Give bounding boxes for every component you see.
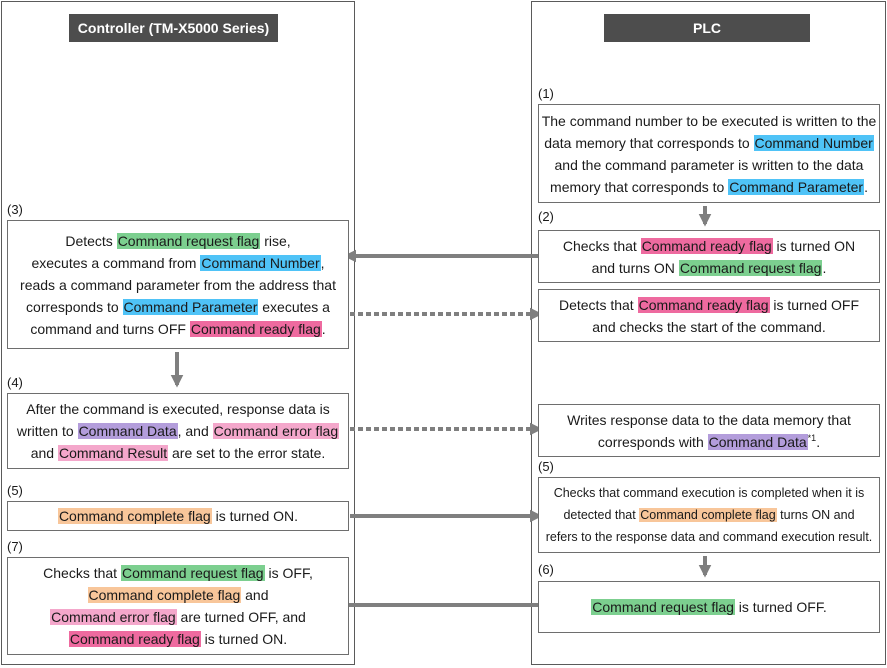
step-number: (4) [7, 375, 23, 390]
step-text: is turned ON [772, 237, 856, 254]
step-text: The command number to be executed is wri… [541, 112, 877, 129]
command-request-flag-highlight: Command request flag [120, 565, 265, 581]
command-ready-flag-highlight: Command ready flag [637, 296, 770, 313]
plc-write-response-box: Writes response data to the data memory … [538, 404, 880, 457]
command-request-flag-highlight: Command request flag [678, 259, 823, 276]
step-text: executes a command from [31, 254, 201, 271]
step-text: are set to the error state. [168, 445, 326, 461]
controller-header: Controller (TM-X5000 Series) [69, 14, 278, 42]
step-text: , and [177, 423, 213, 439]
command-parameter-highlight: Command Parameter [728, 178, 865, 195]
step-text: and [241, 587, 269, 603]
command-complete-flag-highlight: Command complete flag [87, 587, 242, 603]
step-number: (5) [7, 483, 23, 498]
step-text: are turned OFF, and [176, 609, 306, 625]
step-text: reads a command parameter from the addre… [20, 276, 336, 293]
command-request-flag-highlight: Command request flag [591, 599, 735, 615]
plc-step-2-box: Checks that Command ready flag is turned… [538, 230, 880, 283]
step-number: (1) [538, 86, 554, 101]
plc-step-6-box: Command request flag is turned OFF. [538, 581, 880, 633]
step-text: , [320, 254, 325, 271]
step-text: Checks that command execution is complet… [553, 486, 865, 500]
command-request-flag-highlight: Command request flag [116, 232, 261, 249]
step-text: written to [16, 423, 78, 439]
controller-step-5-box: Command complete flag is turned ON. [7, 501, 349, 531]
step-text: turns ON and [776, 508, 855, 522]
step-text: Detects [65, 232, 117, 249]
command-data-highlight: Command Data [77, 423, 178, 439]
controller-step-7-box: Checks that Command request flag is OFF,… [7, 557, 349, 655]
step-text: Checks that [562, 237, 641, 254]
step-text: is OFF, [264, 565, 313, 581]
step-text: command and turns OFF [30, 320, 190, 337]
plc-step-5-box: Checks that command execution is complet… [538, 477, 880, 553]
step-text: . [321, 320, 326, 337]
step-text: and turns ON [591, 259, 679, 276]
step-text: refers to the response data and command … [545, 530, 873, 544]
command-ready-flag-highlight: Command ready flag [189, 320, 322, 337]
command-ready-flag-highlight: Command ready flag [640, 237, 773, 254]
step-number: (3) [7, 202, 23, 217]
step-text: . [822, 259, 827, 276]
step-text: corresponds to [26, 298, 123, 315]
step-text: Writes response data to the data memory … [567, 411, 851, 428]
command-parameter-highlight: Command Parameter [122, 298, 259, 315]
step-text: detected that [563, 508, 640, 522]
command-error-flag-highlight: Command error flag [212, 423, 340, 439]
step-text: and checks the start of the command. [592, 318, 826, 335]
step-text: is turned ON. [211, 508, 299, 524]
footnote-marker: *1 [807, 432, 817, 443]
step-text: Detects that [558, 296, 638, 313]
command-complete-flag-highlight: Command complete flag [639, 508, 777, 522]
step-text: is turned OFF. [734, 599, 827, 615]
step-number: (6) [538, 562, 554, 577]
step-text: . [864, 178, 868, 195]
command-ready-flag-highlight: Command ready flag [68, 631, 201, 647]
step-text: corresponds with [597, 433, 708, 450]
command-error-flag-highlight: Command error flag [50, 609, 177, 625]
plc-detect-box: Detects that Command ready flag is turne… [538, 289, 880, 342]
controller-step-3-box: Detects Command request flag rise, execu… [7, 220, 349, 349]
command-number-highlight: Command Number [200, 254, 321, 271]
step-text: is turned ON. [200, 631, 288, 647]
step-number: (2) [538, 209, 554, 224]
step-text: . [816, 433, 821, 450]
plc-step-1-box: The command number to be executed is wri… [538, 104, 880, 203]
step-number: (7) [7, 539, 23, 554]
step-text: and [30, 445, 58, 461]
controller-step-4-box: After the command is executed, response … [7, 393, 349, 469]
step-text: Checks that [43, 565, 121, 581]
step-text: rise, [260, 232, 291, 249]
step-text: data memory that corresponds to [544, 134, 754, 151]
step-text: memory that corresponds to [550, 178, 729, 195]
plc-header: PLC [604, 14, 810, 42]
command-complete-flag-highlight: Command complete flag [57, 508, 212, 524]
command-number-highlight: Command Number [753, 134, 874, 151]
step-text: is turned OFF [769, 296, 859, 313]
command-result-highlight: Command Result [57, 445, 169, 461]
step-text: executes a [258, 298, 330, 315]
step-text: and the command parameter is written to … [554, 156, 864, 173]
command-data-highlight: Command Data [707, 433, 808, 450]
step-text: After the command is executed, response … [26, 401, 330, 417]
step-number: (5) [538, 459, 554, 474]
